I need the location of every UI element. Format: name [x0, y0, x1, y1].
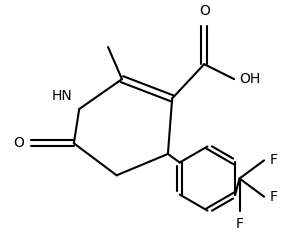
Text: F: F: [236, 217, 244, 231]
Text: O: O: [199, 4, 210, 18]
Text: O: O: [13, 136, 24, 150]
Text: F: F: [270, 190, 277, 204]
Text: F: F: [270, 153, 277, 167]
Text: OH: OH: [239, 72, 261, 86]
Text: HN: HN: [52, 89, 73, 103]
